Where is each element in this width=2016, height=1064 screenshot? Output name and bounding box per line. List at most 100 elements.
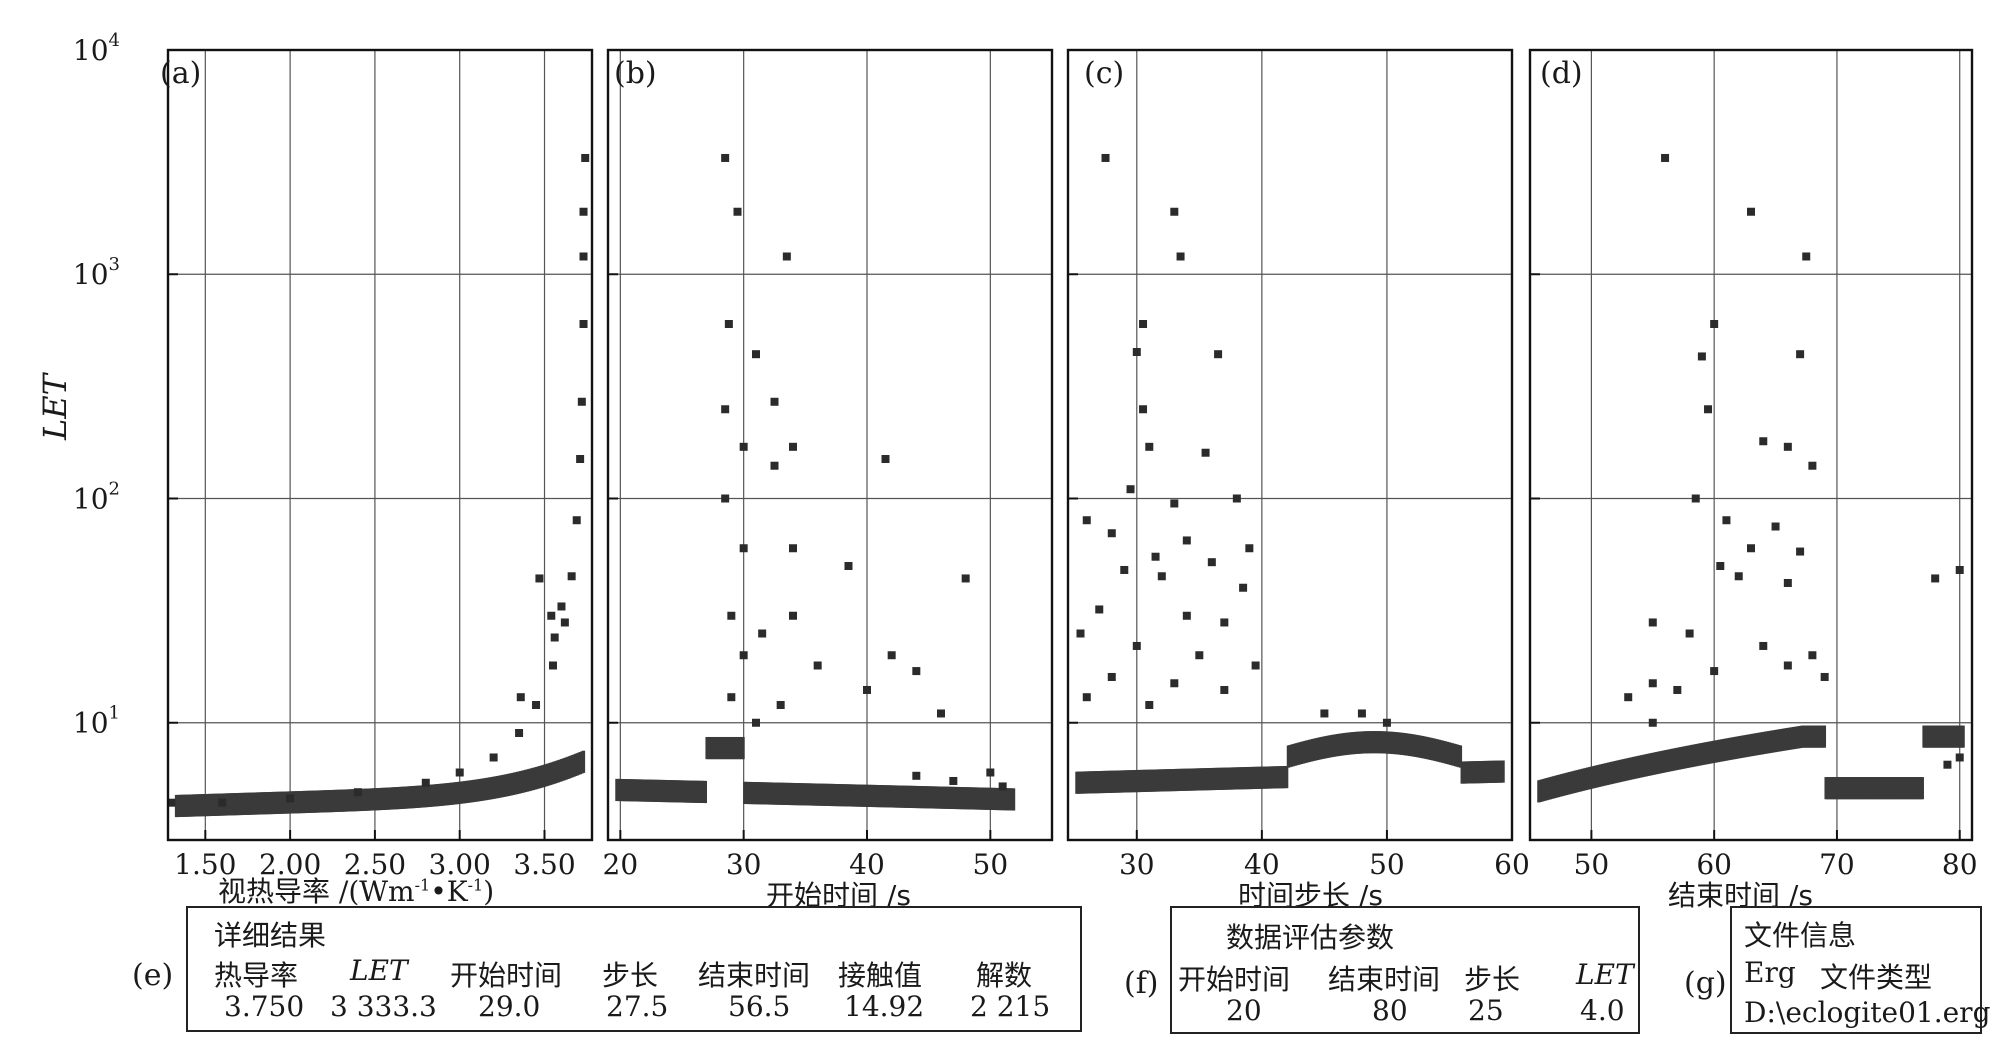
data-point <box>828 783 832 807</box>
data-point <box>1350 732 1354 755</box>
data-point <box>1578 769 1582 792</box>
data-point <box>1386 731 1390 754</box>
data-point <box>725 736 729 760</box>
data-point <box>898 785 903 808</box>
data-point <box>1737 736 1742 759</box>
data-point <box>1221 767 1225 790</box>
data-point <box>1457 745 1461 768</box>
data-point <box>1319 737 1323 760</box>
data-point <box>1229 767 1233 790</box>
data-point <box>1209 767 1213 791</box>
data-point <box>846 784 850 807</box>
data-point <box>1247 766 1251 790</box>
data-point <box>1640 755 1644 778</box>
data-point <box>579 252 588 261</box>
data-point <box>1809 725 1813 748</box>
data-point <box>1710 667 1719 676</box>
data-point <box>630 779 634 802</box>
data-point <box>631 779 635 802</box>
data-point <box>1152 769 1156 792</box>
data-point <box>881 455 890 464</box>
data-point <box>671 780 675 803</box>
details-header: 热导率 <box>214 959 299 992</box>
data-point <box>1757 732 1761 755</box>
data-point <box>1358 731 1363 754</box>
data-point <box>1460 761 1464 784</box>
data-point <box>1542 778 1546 802</box>
data-point <box>977 787 981 810</box>
data-point <box>1623 758 1627 781</box>
data-point <box>1866 777 1871 800</box>
data-point <box>1199 768 1204 791</box>
data-point <box>1852 777 1856 800</box>
data-point <box>710 736 714 760</box>
data-point <box>1467 761 1471 784</box>
data-point <box>1624 693 1633 702</box>
data-point <box>874 784 878 808</box>
details-header: LET <box>350 954 408 987</box>
data-point <box>1170 207 1179 216</box>
data-point <box>1116 770 1120 793</box>
data-point <box>615 778 619 802</box>
data-point <box>885 785 889 808</box>
data-point <box>943 786 947 809</box>
data-point <box>1145 700 1154 709</box>
data-point <box>789 544 797 553</box>
data-point <box>1317 737 1322 760</box>
data-point <box>1813 725 1817 748</box>
data-point <box>713 736 717 760</box>
data-point <box>1716 562 1725 571</box>
data-point <box>693 780 698 803</box>
data-point <box>661 779 665 803</box>
data-point <box>1547 777 1551 800</box>
data-point <box>1496 760 1500 783</box>
data-point <box>1462 761 1466 784</box>
data-point <box>1207 558 1216 567</box>
data-point <box>616 778 621 802</box>
data-point <box>1741 735 1745 758</box>
data-point <box>1635 756 1639 779</box>
data-point <box>823 783 827 806</box>
data-point <box>1142 769 1146 792</box>
data-point <box>1280 766 1284 789</box>
data-point <box>1129 770 1133 793</box>
data-point <box>1755 732 1760 756</box>
data-point <box>984 787 988 810</box>
data-point <box>1721 739 1725 762</box>
x-tick-label: 30 <box>726 848 762 881</box>
x-tick-label: 60 <box>1696 848 1732 881</box>
data-point <box>912 667 921 676</box>
data-point <box>1335 734 1340 757</box>
data-point <box>933 786 937 809</box>
data-point <box>1316 737 1320 760</box>
data-point <box>1581 768 1585 791</box>
data-point <box>743 781 747 804</box>
data-point <box>748 781 752 805</box>
data-point <box>1342 733 1346 756</box>
data-point <box>810 783 814 806</box>
data-point <box>1291 744 1295 767</box>
data-point <box>1076 629 1085 638</box>
data-point <box>789 442 797 451</box>
data-point <box>1826 777 1830 800</box>
data-point <box>1242 767 1246 790</box>
data-point <box>1419 735 1423 758</box>
data-point <box>1098 771 1102 794</box>
data-point <box>1276 766 1281 789</box>
data-point <box>998 782 1007 791</box>
data-point <box>825 783 829 806</box>
data-point <box>1793 726 1797 749</box>
data-point <box>579 319 588 328</box>
data-point <box>1432 738 1436 761</box>
data-point <box>1368 731 1372 754</box>
data-point <box>1768 730 1773 753</box>
data-point <box>1695 743 1699 767</box>
data-point <box>1481 760 1486 784</box>
data-point <box>708 736 712 760</box>
data-point <box>1742 735 1747 758</box>
data-point <box>1106 770 1110 793</box>
data-point <box>820 783 824 806</box>
data-point <box>1658 751 1662 774</box>
data-point <box>1710 741 1714 764</box>
panel-a-tag: (a) <box>160 56 202 91</box>
